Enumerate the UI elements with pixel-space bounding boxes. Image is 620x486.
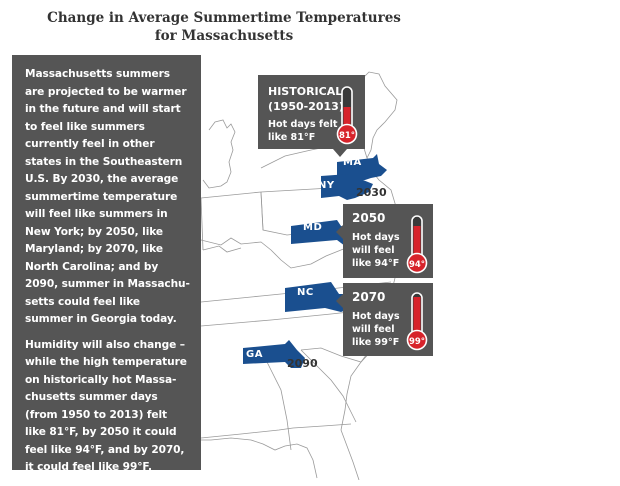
year-label-2030: 2030: [356, 186, 387, 199]
callout-2050: 2050 Hot days will feel like 94°F 94°: [343, 204, 433, 278]
state-shape-ga: [243, 340, 305, 368]
callout-2070: 2070 Hot days will feel like 99°F 99°: [343, 283, 433, 356]
chart-title: Change in Average Summertime Temperature…: [0, 9, 448, 45]
callout-historical-pointer: [333, 149, 347, 157]
callout-2050-heading: 2050: [352, 211, 386, 225]
description-paragraph-1: Massachusetts summers are projected to b…: [25, 68, 190, 325]
thermometer-icon: 81°: [336, 86, 358, 145]
state-label-nc: NC: [297, 287, 314, 298]
state-label-ny: NY: [318, 180, 335, 191]
thermometer-icon: 99°: [406, 292, 428, 351]
thermometer-value: 94°: [409, 260, 425, 270]
state-borders: [201, 71, 398, 480]
state-label-md: MD: [303, 222, 323, 233]
callout-2070-pointer: [336, 294, 343, 308]
title-line-2: for Massachusetts: [154, 28, 294, 44]
description-panel: Massachusetts summers are projected to b…: [12, 55, 201, 473]
thermometer-value: 81°: [339, 131, 355, 141]
thermometer-icon: 94°: [406, 215, 428, 274]
state-shape-ny: [321, 166, 373, 200]
thermometer-value: 99°: [409, 337, 425, 347]
description-paragraph-2: Humidity will also change – while the hi…: [25, 338, 187, 474]
state-label-ma: MA: [343, 157, 362, 168]
callout-2050-pointer: [336, 225, 343, 239]
callout-2050-body: Hot days will feel like 94°F: [352, 232, 400, 269]
state-label-ga: GA: [246, 349, 263, 360]
callout-historical-heading: HISTORICAL (1950-2013): [268, 85, 344, 113]
title-line-1: Change in Average Summertime Temperature…: [47, 10, 401, 26]
callout-2070-heading: 2070: [352, 290, 386, 304]
callout-historical-body: Hot days felt like 81°F: [268, 119, 338, 143]
callout-historical: HISTORICAL (1950-2013) Hot days felt lik…: [258, 75, 365, 149]
callout-2070-body: Hot days will feel like 99°F: [352, 311, 400, 348]
year-label-2090: 2090: [287, 357, 318, 370]
